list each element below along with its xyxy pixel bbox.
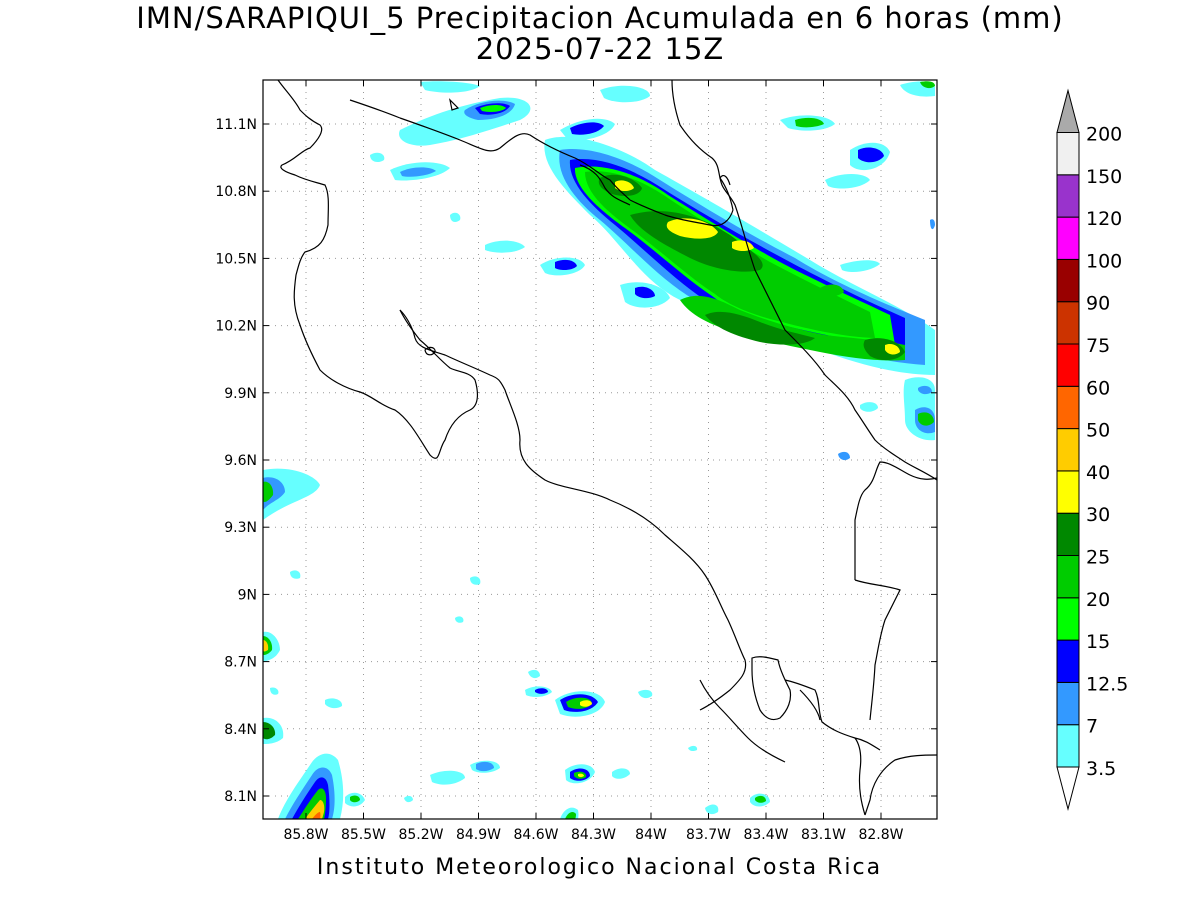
- lon-tick-label: 84.3W: [571, 827, 616, 843]
- colorbar-level-label: 7: [1086, 716, 1098, 738]
- colorbar-level-label: 90: [1086, 293, 1110, 315]
- colorbar-swatch: [1056, 428, 1080, 472]
- colorbar-level-label: 3.5: [1086, 758, 1116, 780]
- lat-tick-label: 10.5N: [215, 251, 257, 267]
- colorbar-level-label: 20: [1086, 589, 1110, 611]
- colorbar-legend: 3.5 7 12.5 15 20 25 30 40 50 60 75 90 100 120 150 200: [1056, 88, 1128, 811]
- colorbar-level-label: 30: [1086, 504, 1110, 526]
- map-subtitle-date: 2025-07-22 15Z: [475, 32, 725, 66]
- precip-cell-east: [838, 377, 935, 461]
- lat-tick-label: 8.7N: [224, 655, 257, 671]
- precipitation-field: [263, 81, 935, 819]
- colorbar-swatch: [1056, 132, 1080, 176]
- longitude-axis: 85.8W 85.5W 85.2W 84.9W 84.6W 84.3W 84W 83.7W 83…: [283, 80, 904, 843]
- colorbar-level-label: 120: [1086, 208, 1122, 230]
- lat-tick-label: 10.2N: [215, 319, 257, 335]
- colorbar-swatch: [1056, 681, 1080, 726]
- lat-tick-label: 9.9N: [224, 386, 257, 402]
- lat-tick-label: 9N: [238, 587, 257, 603]
- colorbar-swatch: [1056, 597, 1080, 641]
- colorbar-upper-triangle: [1056, 88, 1080, 133]
- precip-cell-northwest: [370, 81, 935, 308]
- lat-tick-label: 11.1N: [215, 117, 257, 133]
- colorbar-swatch: [1056, 555, 1080, 599]
- colorbar-level-label: 15: [1086, 631, 1110, 653]
- lon-tick-label: 84.6W: [513, 827, 558, 843]
- latitude-axis: 11.1N 10.8N 10.5N 10.2N 9.9N 9.6N 9.3N 9N 8.7N 8.…: [215, 117, 937, 805]
- lat-tick-label: 8.1N: [224, 789, 257, 805]
- lon-tick-label: 85.5W: [341, 827, 386, 843]
- colorbar-swatch: [1056, 512, 1080, 557]
- footer-credit: Instituto Meteorologico Nacional Costa R…: [316, 855, 883, 880]
- colorbar-level-label: 150: [1086, 166, 1122, 188]
- colorbar-swatch: [1056, 216, 1080, 260]
- colorbar-swatch: [1056, 470, 1080, 514]
- colorbar-swatch: [1056, 258, 1080, 303]
- colorbar-level-label: 25: [1086, 547, 1110, 569]
- map-title: IMN/SARAPIQUI_5 Precipitacion Acumulada …: [136, 1, 1064, 35]
- lon-tick-label: 84.9W: [456, 827, 501, 843]
- colorbar-level-label: 12.5: [1086, 673, 1128, 695]
- lon-tick-label: 82.8W: [858, 827, 903, 843]
- colorbar-swatch: [1056, 174, 1080, 218]
- colorbar-swatch: [1056, 639, 1080, 683]
- colorbar-level-label: 100: [1086, 250, 1122, 272]
- colorbar-lower-triangle: [1056, 766, 1080, 811]
- colorbar-level-label: 40: [1086, 462, 1110, 484]
- lon-tick-label: 83.7W: [686, 827, 731, 843]
- map-frame: [262, 79, 938, 820]
- coastline-borders: [277, 80, 937, 816]
- colorbar-level-label: 60: [1086, 377, 1110, 399]
- lon-tick-label: 83.1W: [801, 827, 846, 843]
- colorbar-swatch: [1056, 385, 1080, 430]
- lon-tick-label: 85.2W: [398, 827, 443, 843]
- colorbar-level-label: 50: [1086, 420, 1110, 442]
- lon-tick-label: 84W: [635, 827, 667, 843]
- lat-tick-label: 9.6N: [224, 453, 257, 469]
- colorbar-swatch: [1056, 724, 1080, 768]
- precip-cell-west: [263, 468, 343, 744]
- precip-cell-south: [278, 576, 770, 819]
- lon-tick-label: 85.8W: [283, 827, 328, 843]
- colorbar-swatch: [1056, 343, 1080, 387]
- lat-tick-label: 10.8N: [215, 184, 257, 200]
- colorbar-level-label: 200: [1086, 124, 1122, 146]
- lon-tick-label: 83.4W: [743, 827, 788, 843]
- lat-tick-label: 9.3N: [224, 520, 257, 536]
- lat-tick-label: 8.4N: [224, 722, 257, 738]
- colorbar-swatch: [1056, 301, 1080, 345]
- colorbar-level-label: 75: [1086, 335, 1110, 357]
